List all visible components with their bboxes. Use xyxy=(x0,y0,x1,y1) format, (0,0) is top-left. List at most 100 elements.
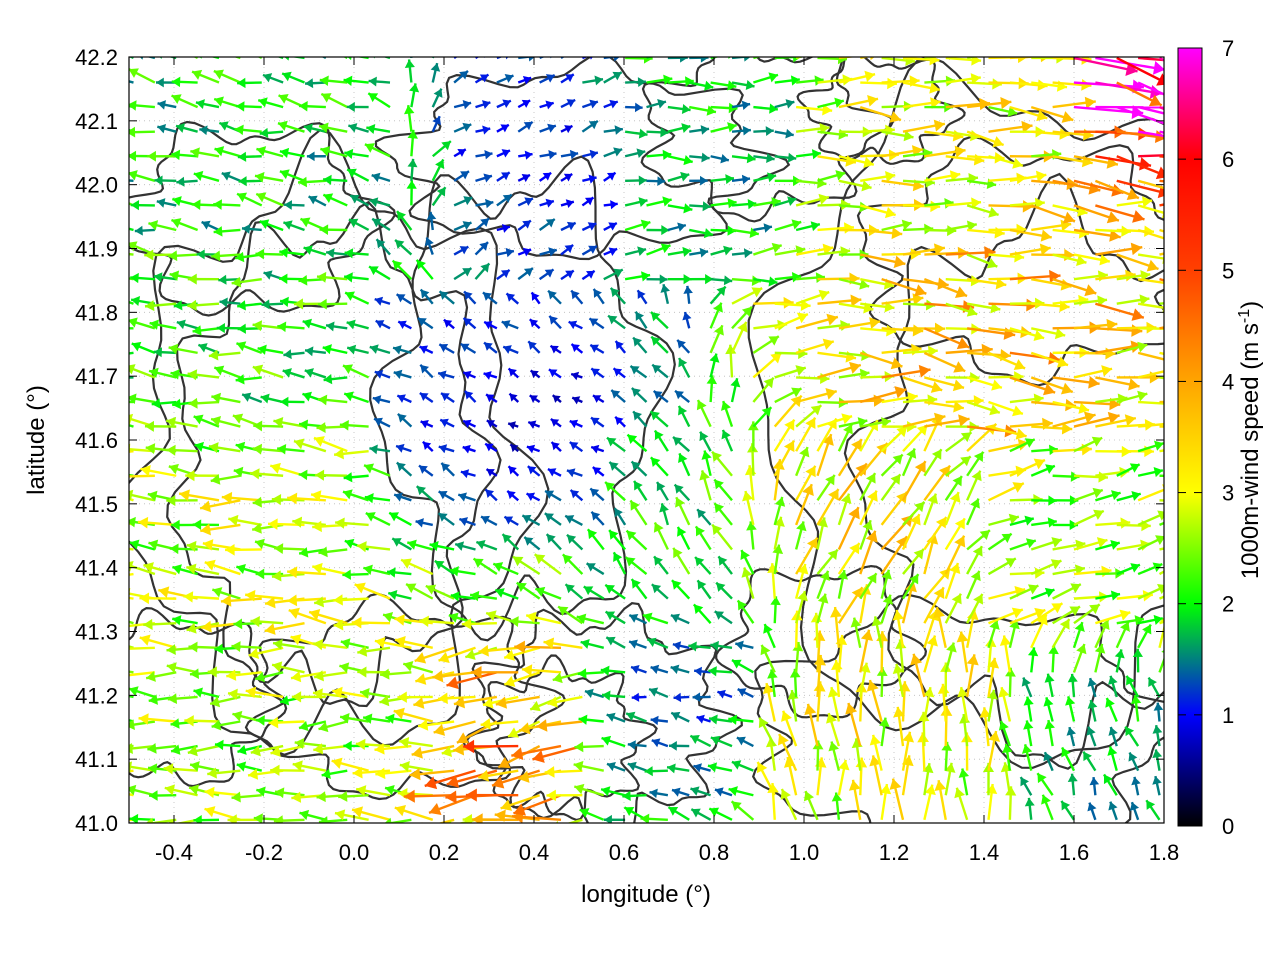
wind-vector-head xyxy=(860,629,873,642)
wind-vector-head xyxy=(226,669,237,681)
wind-vector-head xyxy=(1087,700,1098,709)
wind-vector-head xyxy=(339,419,349,431)
wind-vector-head xyxy=(501,224,510,233)
wind-vector xyxy=(469,590,498,602)
wind-vector xyxy=(550,418,562,428)
wind-vector xyxy=(1116,294,1150,306)
wind-vector-head xyxy=(479,74,489,83)
wind-vector-head xyxy=(780,789,791,800)
wind-vector-head xyxy=(647,637,657,647)
wind-vector xyxy=(752,351,783,379)
wind-vector xyxy=(988,120,1033,134)
wind-vector-head xyxy=(682,312,692,321)
wind-vector-head xyxy=(934,322,946,335)
wind-vector xyxy=(646,225,670,236)
wind-vector-head xyxy=(335,517,345,529)
wind-vector xyxy=(420,420,434,429)
wind-vector xyxy=(1116,270,1151,282)
wind-vector-head xyxy=(440,418,449,428)
wind-vector-head xyxy=(784,419,795,431)
wind-vector xyxy=(845,702,862,747)
wind-vector-head xyxy=(463,419,472,428)
wind-vector-head xyxy=(566,468,576,478)
wind-vector-head xyxy=(148,763,158,775)
wind-vector-head xyxy=(462,221,472,230)
wind-vector xyxy=(650,456,669,477)
wind-vector xyxy=(1009,515,1035,527)
wind-vector xyxy=(1030,376,1074,395)
wind-vector-head xyxy=(606,762,616,772)
wind-vector-head xyxy=(1012,157,1023,169)
wind-vector-head xyxy=(683,203,693,214)
wind-vector xyxy=(355,785,391,797)
wind-vector xyxy=(1130,694,1142,722)
wind-vector-head xyxy=(1132,648,1143,657)
wind-vector-head xyxy=(192,519,202,530)
wind-vector xyxy=(384,817,412,823)
wind-vector-head xyxy=(213,69,224,80)
wind-vector xyxy=(711,450,733,477)
wind-vector xyxy=(277,120,305,133)
wind-vector-head xyxy=(199,125,208,136)
wind-vector-head xyxy=(509,616,519,627)
wind-vector-head xyxy=(699,470,710,481)
wind-vector-head xyxy=(514,640,525,654)
wind-vector-head xyxy=(548,150,557,160)
wind-vector xyxy=(957,686,969,722)
wind-vector-head xyxy=(569,442,579,451)
wind-vector-head xyxy=(768,336,779,346)
wind-vector xyxy=(731,57,752,62)
wind-vector-head xyxy=(1021,120,1033,134)
wind-vector-head xyxy=(170,718,180,729)
wind-vector-head xyxy=(678,405,688,416)
wind-vector xyxy=(253,420,284,432)
wind-vector xyxy=(560,199,575,209)
wind-vector-head xyxy=(1103,774,1113,785)
wind-vector-head xyxy=(508,727,519,738)
wind-vector-shaft xyxy=(1138,154,1164,158)
wind-vector-head xyxy=(876,442,888,455)
wind-vector xyxy=(670,664,690,674)
wind-vector-head xyxy=(312,562,323,575)
wind-vector-head xyxy=(312,688,323,700)
wind-vector-head xyxy=(1086,726,1096,736)
wind-vector-head xyxy=(891,227,903,240)
wind-vector-head xyxy=(566,99,576,108)
wind-vector xyxy=(1023,720,1034,747)
wind-vector xyxy=(166,662,198,674)
wind-vector xyxy=(924,376,965,392)
wind-vector-head xyxy=(304,346,314,357)
wind-vector-head xyxy=(671,711,681,721)
wind-vector-head xyxy=(1119,609,1131,621)
wind-vector-head xyxy=(419,345,429,354)
wind-vector-head xyxy=(675,390,684,400)
wind-vector-head xyxy=(312,520,322,533)
wind-vector-head xyxy=(256,786,266,797)
wind-vector xyxy=(696,399,712,428)
wind-vector xyxy=(741,567,755,599)
wind-vector-head xyxy=(518,770,530,783)
wind-vector-head xyxy=(910,653,923,666)
wind-vector xyxy=(592,394,605,404)
wind-vector xyxy=(168,343,198,355)
wind-vector xyxy=(731,659,754,674)
wind-vector-head xyxy=(1130,695,1142,705)
wind-vector-head xyxy=(970,498,980,509)
wind-vector xyxy=(780,788,798,821)
wind-vector-head xyxy=(802,484,814,496)
wind-vector-head xyxy=(252,320,263,332)
wind-vector-head xyxy=(214,365,225,376)
wind-vector-head xyxy=(1087,678,1097,687)
wind-vector xyxy=(201,220,220,232)
x-tick-label: 1.2 xyxy=(879,840,910,865)
wind-vector-head xyxy=(592,467,602,476)
wind-vector-head xyxy=(313,639,324,651)
wind-vector-head xyxy=(717,689,726,699)
wind-vector-head xyxy=(436,187,446,197)
wind-vector xyxy=(396,461,413,477)
wind-vector-head xyxy=(320,146,331,157)
wind-vector-head xyxy=(934,780,947,792)
wind-vector xyxy=(134,225,155,236)
wind-vector-head xyxy=(189,784,200,796)
wind-vector xyxy=(318,720,348,733)
